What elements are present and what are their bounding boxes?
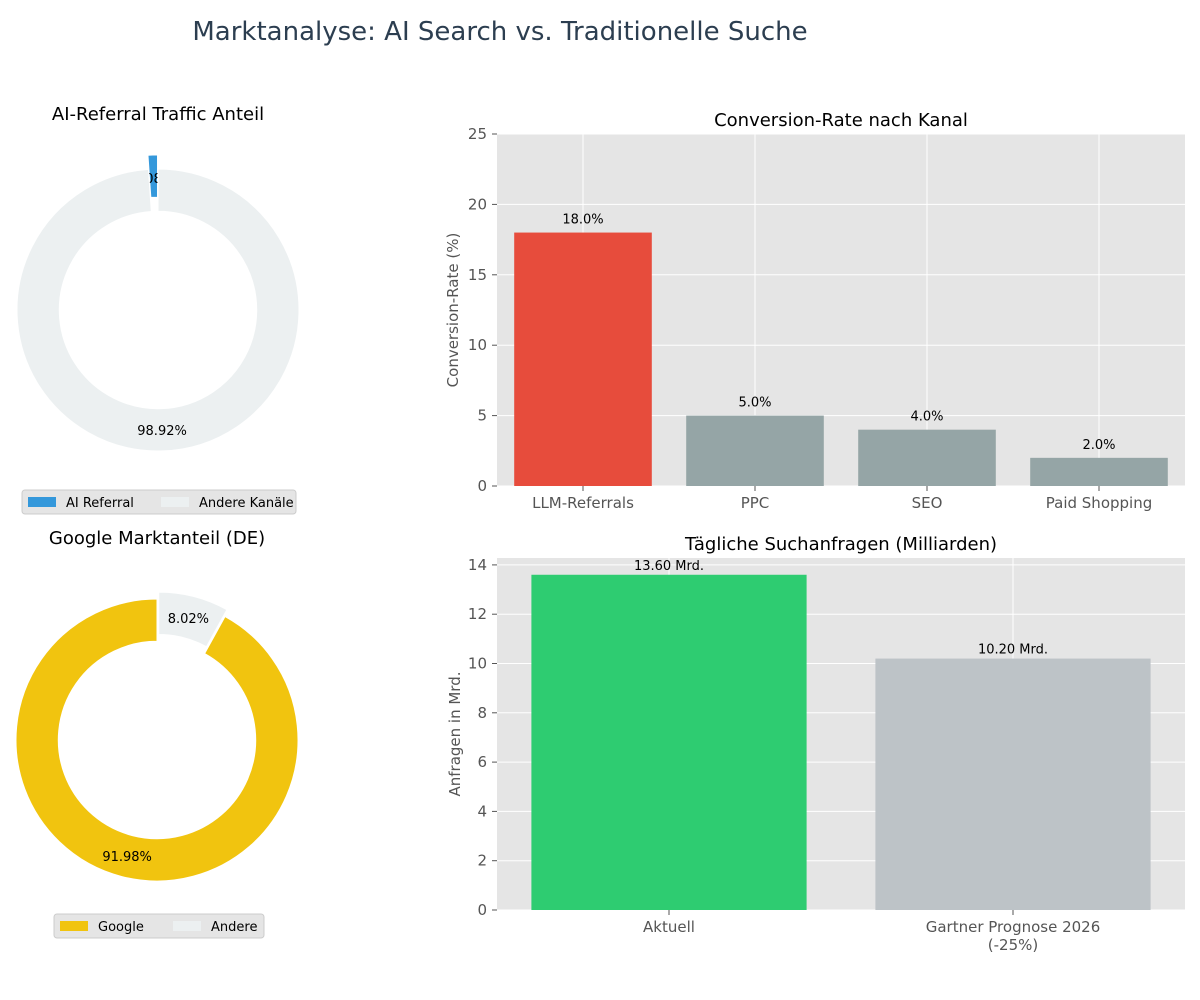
x-tick-label: PPC	[741, 494, 770, 512]
y-tick-label: 0	[477, 901, 487, 919]
y-tick-label: 8	[477, 704, 487, 722]
y-tick-label: 10	[468, 336, 487, 354]
bar-value-label: 4.0%	[910, 410, 943, 425]
legend-swatch	[173, 921, 201, 931]
y-tick-label: 20	[468, 195, 487, 213]
y-tick-label: 14	[468, 556, 487, 574]
y-tick-label: 12	[468, 605, 487, 623]
x-tick-label: LLM-Referrals	[532, 494, 634, 512]
y-tick-label: 6	[477, 753, 487, 771]
daily-queries-bar-chart: 0 2 4 6 8 10 12 14 13.60 Mrd. Aktuell 10.20 Mrd. Ga…	[446, 534, 1185, 954]
bar-value-label: 2.0%	[1082, 438, 1115, 453]
pie-slice-1	[15, 598, 299, 882]
google-share-donut-chart: Google Marktanteil (DE) 91.98% 8.02% Google…	[15, 528, 299, 939]
bar-value-label: 18.0%	[562, 213, 603, 228]
y-tick-label: 25	[468, 125, 487, 143]
y-tick-label: 15	[468, 266, 487, 284]
bar	[858, 429, 996, 486]
legend-frame	[21, 489, 297, 515]
pie-legend: Google Andere	[53, 913, 265, 939]
legend-swatch	[161, 497, 189, 507]
bar-value-label: 5.0%	[738, 396, 771, 411]
bar	[686, 415, 824, 486]
bar-chart-title: Tägliche Suchanfragen (Milliarden)	[684, 534, 997, 555]
x-tick-label: Gartner Prognose 2026	[926, 918, 1101, 936]
bar	[531, 574, 807, 910]
y-tick-label: 5	[477, 407, 487, 425]
figure-title: Marktanalyse: AI Search vs. Traditionell…	[192, 17, 807, 47]
x-tick-label: Aktuell	[643, 918, 695, 936]
conversion-rate-bar-chart: 0 5 10 15 20 25 18.0% LLM-Referrals 5.0% PPC 4.0% S…	[444, 110, 1185, 512]
pie-slice-2	[16, 168, 300, 452]
y-axis-label: Anfragen in Mrd.	[446, 671, 464, 796]
pie-legend: AI Referral Andere Kanäle	[21, 489, 297, 515]
y-tick-label: 2	[477, 852, 487, 870]
y-tick-label: 0	[477, 477, 487, 495]
legend-label: Google	[98, 920, 144, 935]
legend-swatch	[28, 497, 56, 507]
y-tick-label: 4	[477, 802, 487, 820]
bar-value-label: 10.20 Mrd.	[978, 643, 1048, 658]
bar-value-label: 13.60 Mrd.	[634, 559, 704, 574]
bar	[1030, 457, 1168, 486]
pie-slice-2	[158, 591, 228, 648]
pie-title: AI-Referral Traffic Anteil	[52, 104, 264, 125]
bar	[875, 658, 1151, 910]
x-tick-label: Paid Shopping	[1046, 494, 1152, 512]
y-tick-label: 10	[468, 655, 487, 673]
y-axis-label: Conversion-Rate (%)	[444, 233, 462, 388]
x-tick-label: (-25%)	[988, 936, 1038, 954]
legend-swatch	[60, 921, 88, 931]
legend-label: Andere	[211, 920, 257, 935]
legend-label: AI Referral	[66, 496, 134, 511]
bar	[514, 232, 652, 486]
x-tick-label: SEO	[912, 494, 943, 512]
ai-referral-donut-chart: AI-Referral Traffic Anteil1.08%98.92%AI …	[16, 104, 300, 515]
pie-value-label: 8.02%	[168, 612, 209, 627]
pie-value-label: 91.98%	[102, 850, 152, 865]
legend-frame	[53, 913, 265, 939]
pie-title: Google Marktanteil (DE)	[49, 528, 265, 549]
legend-label: Andere Kanäle	[199, 496, 294, 511]
bar-chart-title: Conversion-Rate nach Kanal	[714, 110, 968, 131]
pie-value-label: 98.92%	[137, 424, 187, 439]
